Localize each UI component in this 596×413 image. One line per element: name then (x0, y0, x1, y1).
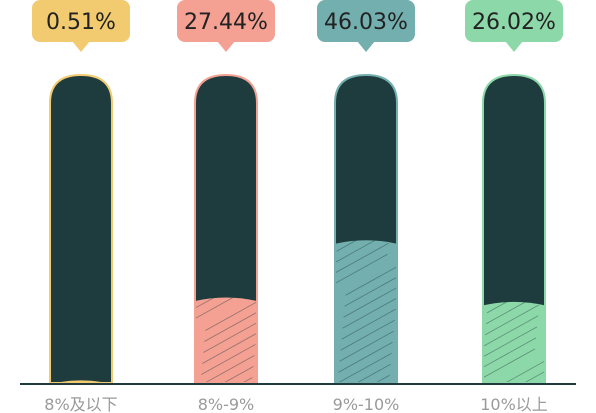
bar-value-fill (481, 302, 547, 385)
category-label: 8%及以下 (44, 395, 117, 413)
bar-value-fill (193, 297, 259, 385)
value-callout: 0.51% (32, 0, 130, 52)
value-callouts: 0.51% 27.44% 46.03% 26.02% (32, 0, 563, 52)
value-callout: 27.44% (177, 0, 275, 52)
value-label: 0.51% (46, 10, 116, 35)
bar-track (50, 75, 112, 383)
callout-pointer (505, 41, 523, 52)
value-callout: 46.03% (317, 0, 415, 52)
category-label: 10%以上 (480, 395, 548, 413)
bars (48, 75, 547, 412)
bar-3 (333, 75, 400, 405)
bar-2 (193, 75, 259, 407)
category-label: 9%-10% (333, 395, 400, 413)
callout-pointer (357, 41, 375, 52)
callout-pointer (217, 41, 235, 52)
value-callout: 26.02% (465, 0, 563, 52)
value-label: 27.44% (184, 10, 268, 35)
value-label: 46.03% (324, 10, 408, 35)
value-label: 26.02% (472, 10, 556, 35)
category-label: 8%-9% (198, 395, 255, 413)
bar-4 (481, 75, 547, 412)
category-labels: 8%及以下 8%-9% 9%-10% 10%以上 (44, 395, 547, 413)
callout-pointer (72, 41, 90, 52)
bar-1 (48, 75, 114, 385)
